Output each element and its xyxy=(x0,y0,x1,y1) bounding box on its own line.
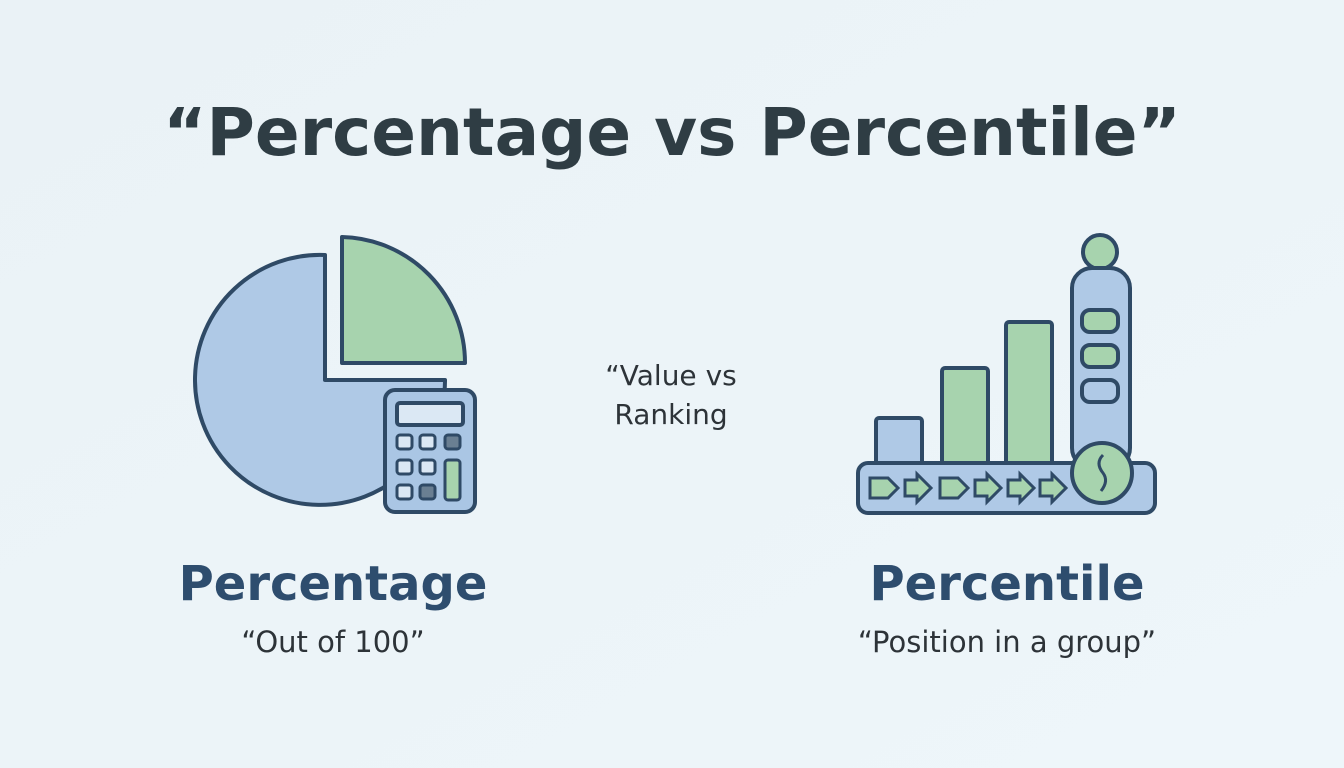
middle-line: Ranking xyxy=(614,398,727,431)
ranking-icon xyxy=(856,233,1157,515)
middle-line: “Value vs xyxy=(605,359,736,392)
left-label: Percentage xyxy=(179,556,488,612)
right-label: Percentile xyxy=(870,556,1145,612)
title: “Percentage vs Percentile” xyxy=(163,94,1181,171)
right-caption: “Position in a group” xyxy=(858,625,1156,659)
left-caption: “Out of 100” xyxy=(241,625,424,659)
calculator-icon xyxy=(383,388,477,514)
